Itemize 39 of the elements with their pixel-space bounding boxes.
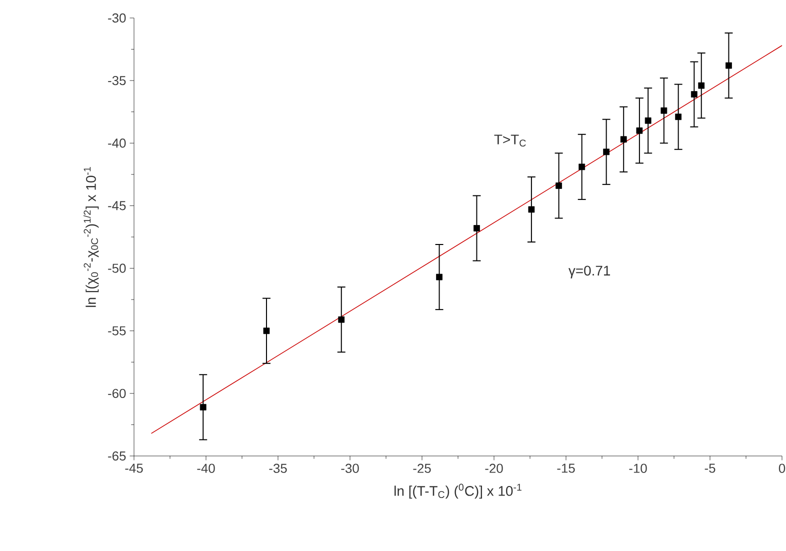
x-tick-label: -10 — [629, 464, 647, 473]
y-tick-label: -50 — [108, 264, 126, 273]
point — [636, 127, 643, 134]
point — [338, 316, 345, 323]
text: ln [(χ$_{0}$$^{-2}$-χ$_{0C}$$^{-2}$)$^{1/2}$] x 10$^{-1}$ — [84, 167, 99, 307]
point — [528, 206, 535, 213]
point — [620, 136, 627, 143]
point — [436, 274, 442, 280]
x-tick-label: -5 — [704, 464, 716, 473]
x-tick-label: -30 — [341, 464, 359, 473]
x-tick-label: -35 — [269, 464, 287, 473]
x-tick-label: -25 — [413, 464, 431, 473]
point — [200, 404, 206, 410]
x-tick-label: -40 — [197, 464, 215, 473]
point — [660, 107, 668, 114]
x-tick-label: -45 — [125, 464, 143, 473]
x-tick-label: -20 — [485, 464, 503, 473]
annotation: T>T$_{C}$ — [494, 134, 526, 147]
point — [690, 91, 698, 98]
y-tick-label: -40 — [108, 138, 126, 148]
y-tick-label: -65 — [108, 451, 126, 461]
point — [675, 114, 682, 120]
y-tick-label: -35 — [108, 76, 126, 86]
y-tick-label: -55 — [108, 326, 126, 336]
point — [578, 164, 586, 170]
x-axis-title: ln [(T-T$_{C}$) ($^{0}$C)] x 10$^{-1}$ — [394, 484, 522, 499]
y-tick-label: -30 — [108, 13, 126, 23]
point — [726, 62, 732, 69]
y-tick-label: -60 — [108, 388, 126, 398]
point — [603, 148, 610, 156]
x-tick-label: -15 — [557, 464, 575, 473]
point — [698, 82, 705, 89]
point — [263, 328, 270, 334]
annotation: γ=0.71 — [568, 266, 610, 278]
point — [644, 117, 652, 124]
x-tick-label: 0 — [778, 464, 786, 473]
point — [556, 182, 562, 189]
point — [474, 225, 480, 232]
y-tick-label: -45 — [108, 201, 126, 210]
